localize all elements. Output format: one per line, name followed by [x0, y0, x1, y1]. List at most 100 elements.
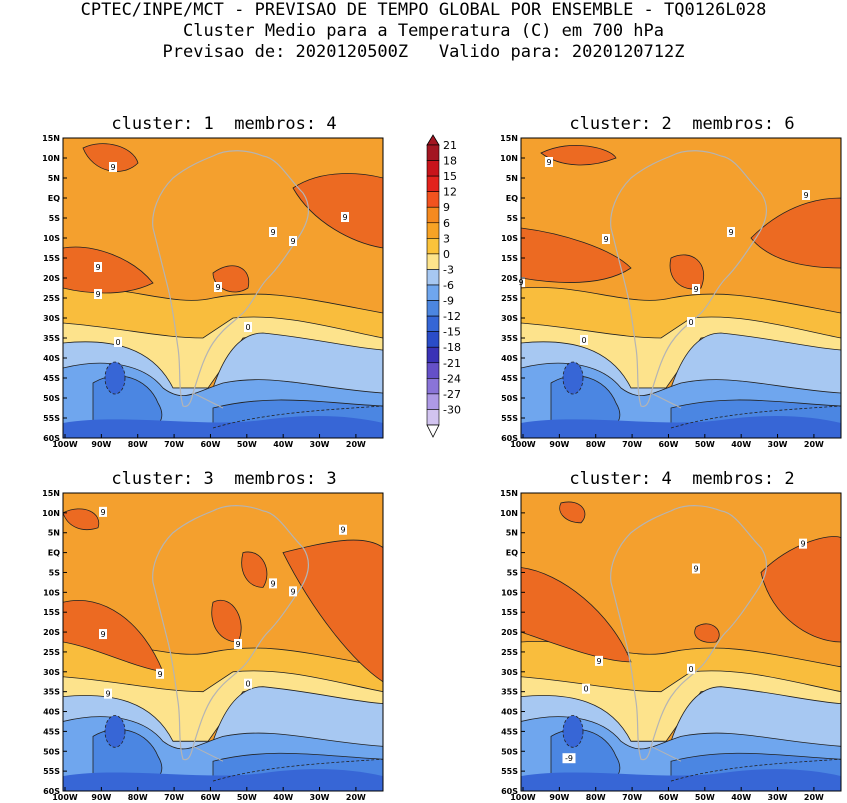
lat-label: 15N	[42, 489, 60, 498]
temperature-band	[63, 416, 383, 438]
warm-region	[63, 508, 100, 531]
lon-label: 90W	[549, 793, 569, 802]
lat-label: 15S	[43, 608, 60, 617]
lat-label: 10S	[501, 234, 518, 243]
lon-label: 60W	[200, 440, 220, 449]
warm-region	[82, 143, 139, 172]
lon-label: 50W	[237, 793, 257, 802]
lon-label: 20W	[804, 793, 824, 802]
colorbar-label: -18	[443, 341, 461, 354]
lat-label: 5N	[48, 529, 60, 538]
colorbar-label: -24	[443, 372, 461, 385]
lat-label: 35S	[43, 334, 60, 343]
colorbar-swatch	[426, 269, 440, 286]
lat-label: 35S	[501, 688, 518, 697]
contour-label: 9	[289, 586, 297, 597]
contour-label: 9	[234, 638, 242, 649]
warm-region	[521, 227, 632, 283]
lat-label: 15S	[501, 254, 518, 263]
warm-region	[750, 197, 841, 269]
panel-1-title: cluster: 1 membros: 4	[111, 114, 337, 134]
coastline-south	[192, 745, 224, 762]
panel-2-title: cluster: 2 membros: 6	[569, 114, 795, 134]
lon-label: 100W	[52, 440, 78, 449]
colorbar-swatch	[426, 284, 440, 301]
warm-region	[694, 623, 720, 643]
coastline	[610, 505, 768, 761]
colorbar-label: 3	[443, 232, 450, 245]
colorbar-swatch	[426, 409, 440, 426]
lat-label: 50S	[501, 747, 518, 756]
map-fill-1	[63, 138, 383, 438]
lat-label: 10N	[42, 509, 60, 518]
contour-label: 9	[156, 668, 164, 679]
lat-label: EQ	[506, 194, 518, 203]
svg-text:9: 9	[100, 630, 105, 639]
svg-text:9: 9	[342, 213, 347, 222]
lon-label: 40W	[273, 793, 293, 802]
colorbar-swatch	[426, 378, 440, 395]
lat-label: 60S	[501, 434, 518, 443]
lat-label: 5N	[48, 174, 60, 183]
contour-label: 9	[94, 262, 102, 272]
lon-label: 30W	[310, 793, 330, 802]
map-panel-2: 9999990015N10N5NEQ5S10S15S20S25S30S35S40…	[500, 134, 842, 449]
lat-label: 10N	[500, 154, 518, 163]
lat-label: 25S	[43, 294, 60, 303]
subtitle: Cluster Medio para a Temperatura (C) em …	[182, 21, 665, 41]
svg-text:0: 0	[115, 338, 120, 347]
warm-region	[63, 246, 154, 294]
temperature-band	[521, 769, 841, 791]
colorbar-top-arrow	[426, 134, 440, 146]
lon-label: 80W	[586, 793, 606, 802]
lat-label: 20S	[501, 628, 518, 637]
lat-label: 35S	[501, 334, 518, 343]
map-frame	[62, 492, 384, 792]
lon-label: 50W	[237, 440, 257, 449]
colorbar-label: -21	[443, 357, 461, 370]
lon-label: 70W	[622, 793, 642, 802]
svg-text:9: 9	[290, 587, 295, 596]
warm-region	[241, 551, 268, 588]
contour-label: 9	[99, 629, 107, 640]
lon-label: 60W	[200, 793, 220, 802]
lat-label: 25S	[501, 648, 518, 657]
svg-text:9: 9	[290, 237, 295, 246]
lat-label: 15N	[500, 489, 518, 498]
lat-label: 15N	[500, 134, 518, 143]
contour-label: 9	[602, 234, 610, 244]
lon-label: 70W	[164, 793, 184, 802]
contour-label: 9	[289, 236, 297, 246]
colorbar-label: 6	[443, 217, 450, 230]
main-title: CPTEC/INPE/MCT - PREVISAO DE TEMPO GLOBA…	[80, 0, 767, 20]
lat-label: 55S	[43, 767, 60, 776]
coastline-south	[192, 392, 224, 409]
coastline	[152, 505, 310, 761]
svg-text:9: 9	[105, 690, 110, 699]
contour-label: 0	[582, 683, 590, 694]
colorbar-label: -27	[443, 388, 461, 401]
map-frame	[62, 137, 384, 439]
lat-label: 40S	[501, 708, 518, 717]
map-fill-2	[521, 138, 841, 438]
lon-label: 20W	[346, 440, 366, 449]
contour-label: 0	[244, 322, 252, 332]
cold-region	[104, 361, 126, 395]
svg-text:9: 9	[100, 508, 105, 517]
colorbar-swatch	[426, 222, 440, 239]
lon-label: 70W	[622, 440, 642, 449]
lon-label: 40W	[731, 793, 751, 802]
dashed-contour	[212, 758, 383, 782]
lat-label: 10N	[500, 509, 518, 518]
colorbar-label: -6	[443, 279, 454, 292]
map-panel-1: 9 9 9 9 9 9 9 0 0 15N 10N 5N EQ 5S 10S 15S 20S 25S 30S 35S 4…	[42, 134, 384, 449]
svg-text:9: 9	[215, 283, 220, 292]
cold-region	[104, 715, 126, 748]
colorbar-bottom-arrow	[426, 424, 440, 438]
contour-label: 9	[595, 655, 603, 666]
lon-label: 80W	[586, 440, 606, 449]
map-frame	[520, 137, 842, 439]
colorbar-label: 18	[443, 155, 457, 168]
lat-label: 5S	[507, 214, 519, 223]
colorbar-swatch	[426, 315, 440, 332]
